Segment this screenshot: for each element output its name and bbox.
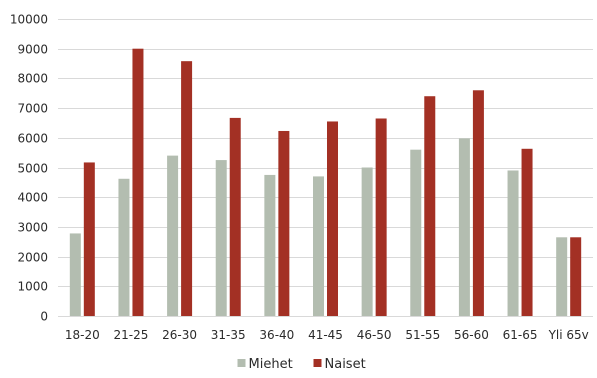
y-tick-label: 1000 [17,280,48,294]
x-tick-label: 36-40 [259,328,294,342]
bars [69,48,582,317]
bar-naiset-51-55 [424,96,436,316]
x-tick-label: 61-65 [503,328,538,342]
bar-miehet-36-40 [264,174,276,316]
bar-naiset-26-30 [181,61,193,317]
x-tick-label: 41-45 [308,328,343,342]
bar-miehet-26-30 [167,155,179,316]
gridlines [58,19,593,317]
bar-naiset-61-65 [521,148,533,316]
y-tick-label: 0 [40,310,48,324]
bar-naiset-18-20 [83,162,95,316]
bar-miehet-61-65 [507,170,519,316]
y-tick-label: 8000 [17,72,48,86]
bar-miehet-21-25 [118,178,130,316]
y-tick-label: 10000 [10,13,48,27]
bar-naiset-46-50 [375,118,387,317]
y-tick-label: 9000 [17,43,48,57]
bar-naiset-36-40 [278,130,290,316]
bar-naiset-41-45 [327,121,338,316]
bar-miehet-31-35 [215,160,227,316]
bar-naiset-31-35 [229,117,241,316]
legend: Miehet Naiset [237,357,366,372]
bar-miehet-51-55 [410,149,422,316]
x-tick-label: 21-25 [114,328,149,342]
y-tick-label: 6000 [17,132,48,146]
legend-label-miehet: Miehet [249,357,293,372]
y-tick-label: 5000 [17,162,48,176]
x-tick-label: 26-30 [162,328,197,342]
y-tick-label: 2000 [17,251,48,265]
x-tick-label: 56-60 [454,328,489,342]
x-axis-tick-labels: 18-20 21-25 26-30 31-35 36-40 41-45 46-50 51-55… [65,328,589,342]
y-tick-label: 4000 [17,191,48,205]
bar-miehet-41-45 [313,176,324,316]
y-tick-label: 3000 [17,221,48,235]
bar-naiset-yli-65v [570,237,582,316]
bar-miehet-46-50 [361,167,373,316]
y-axis-tick-labels: 0 1000 2000 3000 4000 5000 6000 7000 8000 9000 100… [10,13,48,324]
bar-naiset-21-25 [132,48,144,316]
x-tick-label: Yli 65v [548,328,589,342]
bar-miehet-18-20 [69,233,81,316]
legend-swatch-miehet [237,359,246,367]
x-tick-label: 31-35 [211,328,246,342]
x-tick-label: 18-20 [65,328,100,342]
x-tick-label: 51-55 [405,328,440,342]
legend-label-naiset: Naiset [325,357,366,372]
x-tick-label: 46-50 [357,328,392,342]
bar-naiset-56-60 [472,90,484,316]
bar-miehet-56-60 [458,138,470,316]
legend-swatch-naiset [313,359,322,367]
bar-miehet-yli-65v [556,237,568,316]
y-tick-label: 7000 [17,102,48,116]
